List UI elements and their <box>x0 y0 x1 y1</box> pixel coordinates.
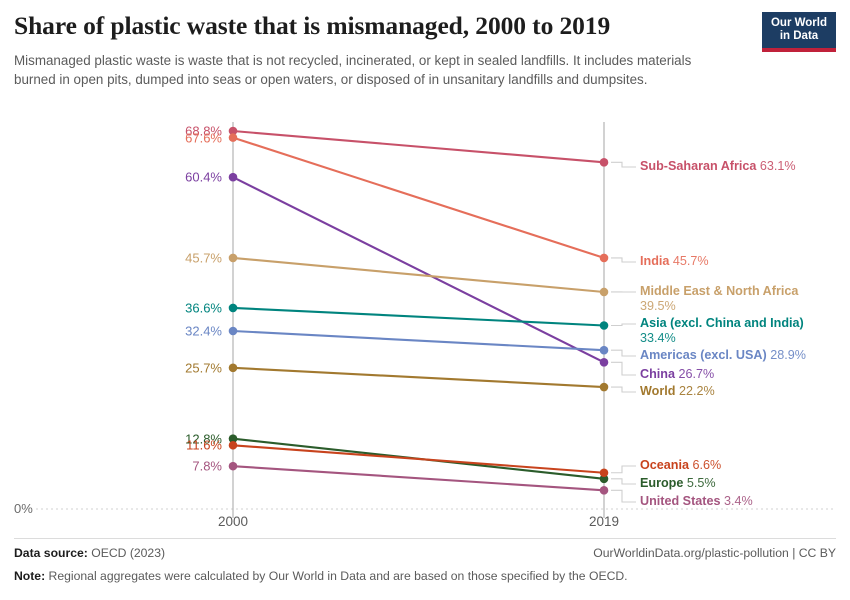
series-name-united-states: United States <box>640 494 721 508</box>
series-label-asia-excl-china-and-india[interactable]: Asia (excl. China and India) 33.4% <box>640 316 810 346</box>
series-europe <box>228 434 609 484</box>
chart-note: Note: Regional aggregates were calculate… <box>14 569 834 583</box>
attribution-link[interactable]: OurWorldinData.org/plastic-pollution | C… <box>593 546 836 560</box>
x-tick-2019: 2019 <box>588 514 620 529</box>
series-united-states <box>228 461 609 495</box>
series-middle-east-north-africa <box>228 253 609 297</box>
series-label-china[interactable]: China 26.7% <box>640 367 714 382</box>
start-value-india: 67.6% <box>185 130 222 146</box>
data-source-label: Data source: <box>14 546 88 560</box>
leader-line-china <box>611 361 636 376</box>
series-label-united-states[interactable]: United States 3.4% <box>640 494 753 509</box>
series-end-value-india: 45.7% <box>672 254 709 268</box>
start-value-americas-excl-usa: 32.4% <box>185 323 222 339</box>
chart-note-value: Regional aggregates were calculated by O… <box>48 569 628 583</box>
series-name-oceania: Oceania <box>640 458 690 472</box>
start-value-europe: 12.8% <box>185 431 222 447</box>
logo-line-2: in Data <box>779 30 819 42</box>
series-oceania <box>228 440 609 478</box>
start-value-oceania: 11.6% <box>186 437 222 453</box>
data-source: Data source: OECD (2023) <box>14 546 165 560</box>
leader-line-asia-excl-china-and-india <box>611 323 636 327</box>
series-name-india: India <box>640 254 670 268</box>
series-end-value-united-states: 3.4% <box>723 494 753 508</box>
start-value-world: 25.7% <box>185 360 222 376</box>
footer-divider <box>14 538 836 539</box>
page-title: Share of plastic waste that is mismanage… <box>14 11 611 40</box>
series-india <box>228 133 609 263</box>
start-value-sub-saharan-africa: 68.8% <box>185 123 222 139</box>
series-name-europe: Europe <box>640 476 684 490</box>
leader-line-sub-saharan-africa <box>611 161 636 168</box>
series-world <box>228 363 609 392</box>
series-label-oceania[interactable]: Oceania 6.6% <box>640 458 721 473</box>
series-name-world: World <box>640 384 676 398</box>
x-tick-2000: 2000 <box>217 514 249 529</box>
y-axis-zero-label: 0% <box>14 501 33 516</box>
series-name-americas-excl-usa: Americas (excl. USA) <box>640 348 767 362</box>
data-source-value: OECD (2023) <box>91 546 166 560</box>
chart-note-label: Note: <box>14 569 46 583</box>
series-sub-saharan-africa <box>228 126 609 167</box>
series-end-value-sub-saharan-africa: 63.1% <box>759 159 796 173</box>
series-americas-excl-usa <box>228 326 609 355</box>
leader-line-americas-excl-usa <box>611 349 636 357</box>
series-name-sub-saharan-africa: Sub-Saharan Africa <box>640 159 757 173</box>
start-value-middle-east-north-africa: 45.7% <box>185 250 222 266</box>
series-name-asia-excl-china-and-india: Asia (excl. China and India) <box>640 316 804 330</box>
series-label-europe[interactable]: Europe 5.5% <box>640 476 716 491</box>
series-end-value-world: 22.2% <box>678 384 715 398</box>
start-value-asia-excl-china-and-india: 36.6% <box>185 300 222 316</box>
series-label-world[interactable]: World 22.2% <box>640 384 715 399</box>
series-end-value-europe: 5.5% <box>686 476 716 490</box>
series-asia-excl-china-and-india <box>228 303 609 330</box>
leader-line-india <box>611 257 636 263</box>
start-value-united-states: 7.8% <box>192 458 222 474</box>
series-name-china: China <box>640 367 675 381</box>
series-end-value-oceania: 6.6% <box>692 458 722 472</box>
our-world-in-data-logo[interactable]: Our World in Data <box>762 12 836 52</box>
start-value-china: 60.4% <box>185 169 222 185</box>
leader-line-europe <box>611 478 636 485</box>
leader-line-world <box>611 386 636 393</box>
series-label-sub-saharan-africa[interactable]: Sub-Saharan Africa 63.1% <box>640 159 796 174</box>
series-label-india[interactable]: India 45.7% <box>640 254 709 269</box>
series-end-value-middle-east-north-africa: 39.5% <box>640 298 676 313</box>
series-label-middle-east-north-africa[interactable]: Middle East & North Africa 39.5% <box>640 284 810 314</box>
series-end-value-asia-excl-china-and-india: 33.4% <box>640 330 676 345</box>
chart-subtitle: Mismanaged plastic waste is waste that i… <box>14 53 692 88</box>
series-label-americas-excl-usa[interactable]: Americas (excl. USA) 28.9% <box>640 348 806 363</box>
leader-line-oceania <box>611 465 636 474</box>
series-name-middle-east-north-africa: Middle East & North Africa <box>640 284 799 298</box>
leader-line-united-states <box>611 489 636 503</box>
series-end-value-americas-excl-usa: 28.9% <box>770 348 806 362</box>
series-end-value-china: 26.7% <box>678 367 715 381</box>
logo-line-1: Our World <box>770 17 827 30</box>
series-china <box>228 172 609 367</box>
